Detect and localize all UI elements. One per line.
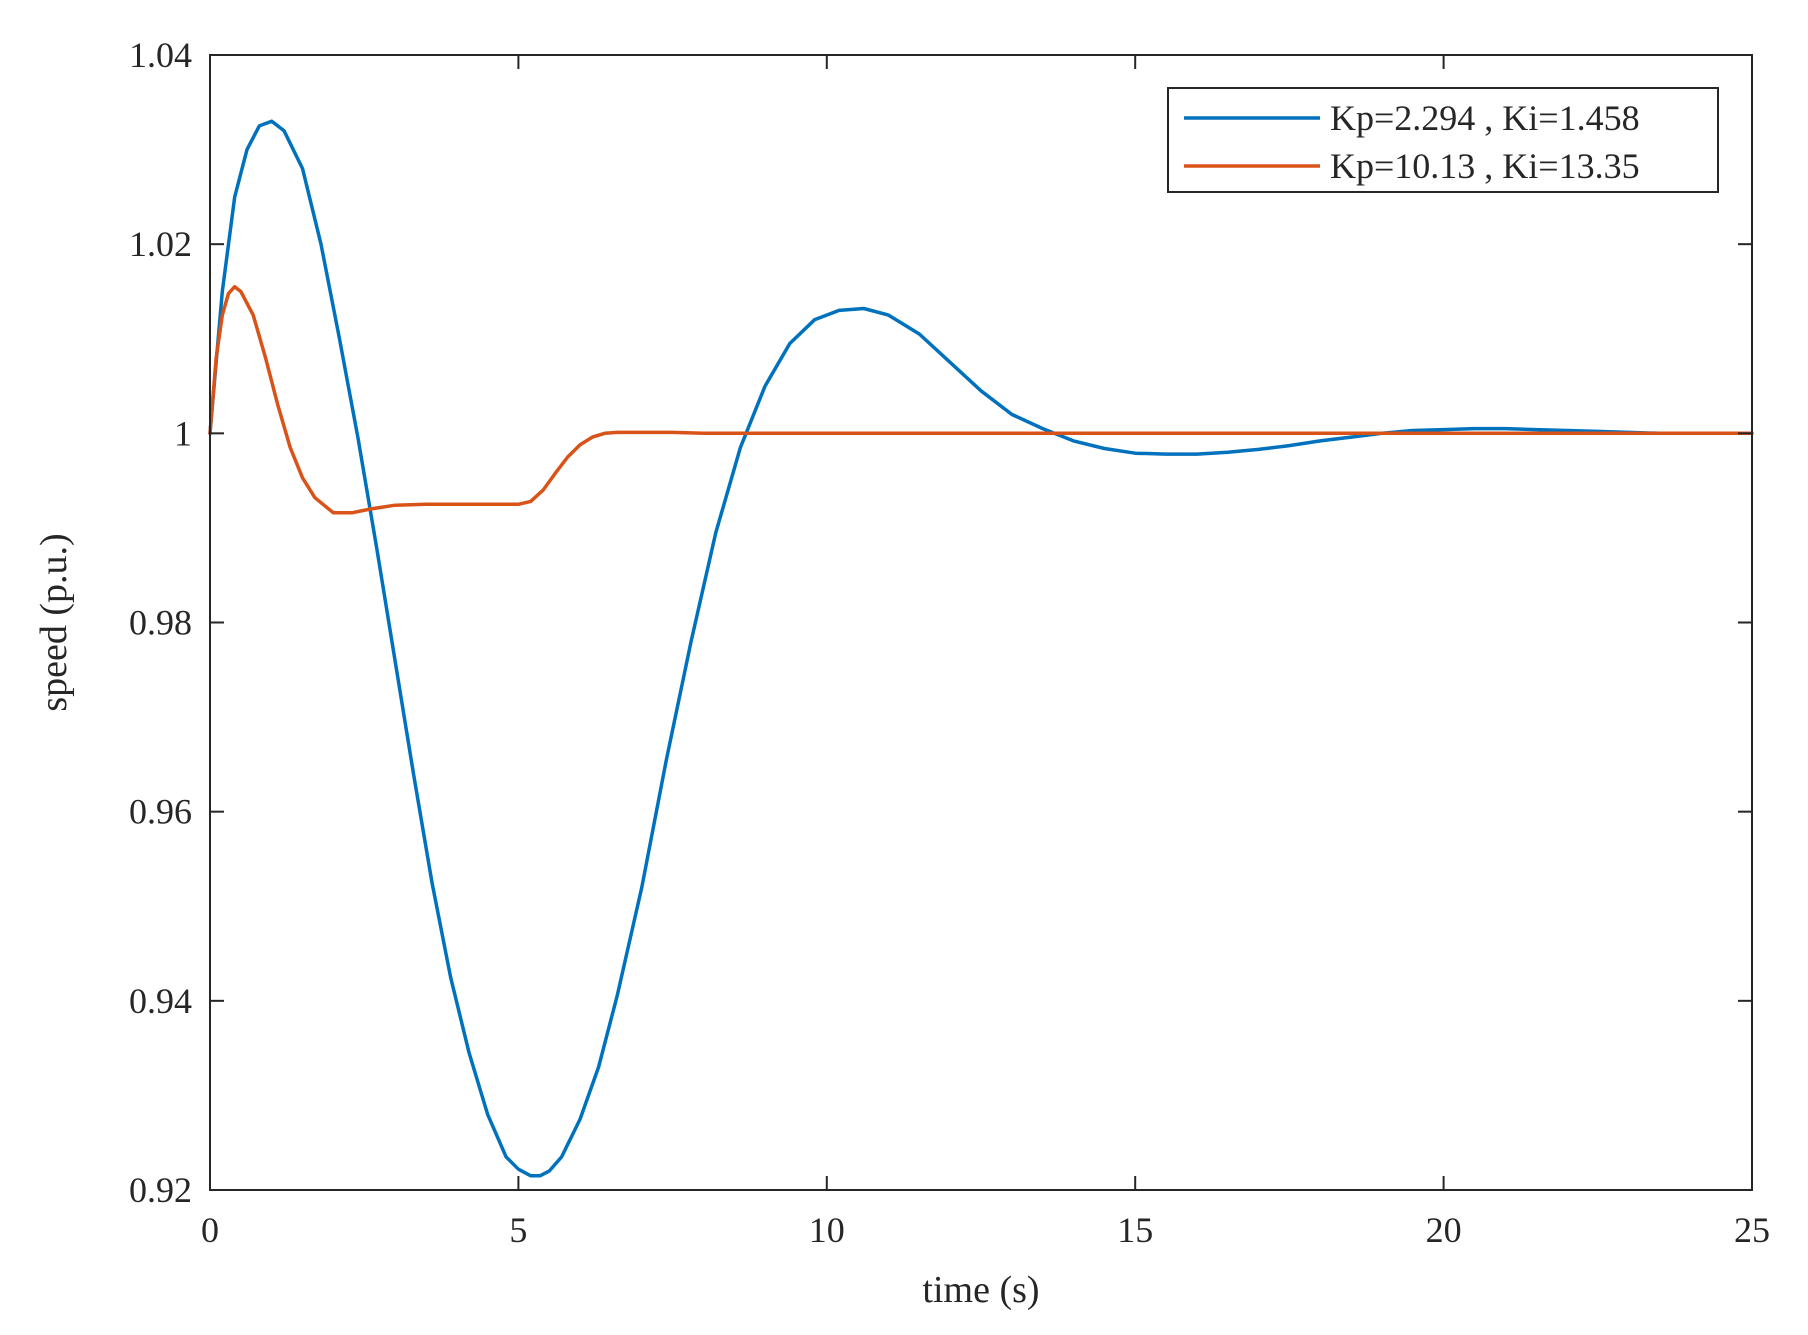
y-tick-label: 1.04 bbox=[129, 35, 192, 75]
x-tick-label: 0 bbox=[201, 1210, 219, 1250]
y-tick-label: 0.92 bbox=[129, 1170, 192, 1210]
series-line-1 bbox=[208, 119, 1693, 1178]
y-tick-label: 1.02 bbox=[129, 224, 192, 264]
x-tick-label: 5 bbox=[509, 1210, 527, 1250]
series-line-2 bbox=[208, 284, 1754, 515]
y-tick-label: 0.98 bbox=[129, 603, 192, 643]
y-tick-label: 0.96 bbox=[129, 792, 192, 832]
legend-box bbox=[1167, 87, 1719, 193]
x-tick-label: 10 bbox=[809, 1210, 845, 1250]
tick-layer: 0 5 10 15 20 25 0.92 0.94 0.96 0.98 1 1.02 1.04 bbox=[129, 35, 1770, 1250]
legend-label-2: Kp=10.13 , Ki=13.35 bbox=[1330, 146, 1640, 186]
legend: Kp=2.294 , Ki=1.458 Kp=10.13 , Ki=13.35 bbox=[1167, 87, 1719, 193]
x-tick-label: 25 bbox=[1734, 1210, 1770, 1250]
y-tick-label: 1 bbox=[174, 413, 192, 453]
y-tick-label: 0.94 bbox=[129, 981, 192, 1021]
legend-label-1: Kp=2.294 , Ki=1.458 bbox=[1330, 98, 1640, 138]
y-axis-label: speed (p.u.) bbox=[33, 533, 75, 711]
x-axis-label: time (s) bbox=[922, 1269, 1039, 1311]
series-layer bbox=[208, 119, 1754, 1178]
x-tick-label: 15 bbox=[1117, 1210, 1153, 1250]
x-tick-label: 20 bbox=[1426, 1210, 1462, 1250]
